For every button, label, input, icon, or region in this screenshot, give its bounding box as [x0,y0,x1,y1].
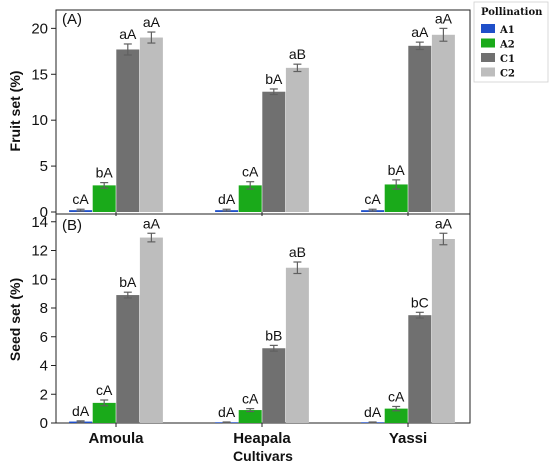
data-label: dA [218,191,236,207]
legend-swatch [481,24,495,33]
y-tick-label: 6 [40,329,48,346]
data-label: bA [119,274,137,290]
y-tick-label: 14 [31,214,48,231]
y-tick-label: 12 [31,243,48,260]
bar [431,239,455,423]
bar [408,45,432,213]
bar [408,315,432,423]
y-tick-label: 15 [31,66,48,83]
bar [139,237,163,423]
bar [238,410,262,423]
bar [116,49,140,213]
legend-label: C2 [500,69,515,80]
data-label: aB [289,46,306,62]
data-label: bC [411,294,429,310]
bar [262,91,286,212]
y-axis-title: Fruit set (%) [7,71,23,152]
y-tick-label: 2 [40,386,48,403]
y-tick-label: 10 [31,271,48,288]
data-label: bA [96,165,114,181]
data-label: cA [388,388,405,404]
legend-swatch [481,53,495,62]
y-axis-title: Seed set (%) [7,278,23,361]
y-tick-label: 5 [40,158,48,175]
bar [238,185,262,212]
bar [92,185,116,212]
x-tick-label: Amoula [88,430,144,447]
y-tick-label: 0 [40,204,48,221]
y-tick-label: 20 [31,20,48,37]
data-label: bB [265,327,282,343]
bar [384,184,408,212]
data-label: bA [265,71,283,87]
bar [116,295,140,423]
data-label: bA [388,162,406,178]
data-label: cA [242,391,259,407]
bar [92,402,116,423]
data-label: cA [242,164,259,180]
x-tick-label: Heapala [233,430,291,447]
bar [262,348,286,423]
bar [139,37,163,212]
panel-label: (B) [62,217,82,234]
data-label: aA [435,10,453,26]
data-label: aA [143,215,161,231]
legend-swatch [481,38,495,48]
data-label: aA [435,215,453,231]
legend-label: C1 [500,54,515,65]
data-label: dA [72,403,90,419]
data-label: cA [96,382,113,398]
legend-label: A1 [499,25,515,36]
data-label: dA [218,404,236,420]
data-label: aA [119,26,137,42]
legend-title: Pollination [481,7,543,18]
bar [285,267,309,423]
legend-swatch [481,67,495,77]
data-label: aB [289,244,306,260]
data-label: cA [72,191,89,207]
data-label: aA [411,24,429,40]
data-label: aA [143,14,161,30]
y-tick-label: 4 [40,358,48,375]
data-label: dA [364,404,382,420]
y-tick-label: 8 [40,300,48,317]
y-tick-label: 10 [31,112,48,129]
bar [285,67,309,212]
data-label: cA [364,191,381,207]
y-tick-label: 0 [40,415,48,432]
x-axis-title: Cultivars [233,448,293,464]
x-tick-label: Yassi [389,430,427,447]
bar [384,408,408,423]
legend-label: A2 [499,40,515,51]
bar [431,34,455,212]
panel-label: (A) [62,11,82,28]
